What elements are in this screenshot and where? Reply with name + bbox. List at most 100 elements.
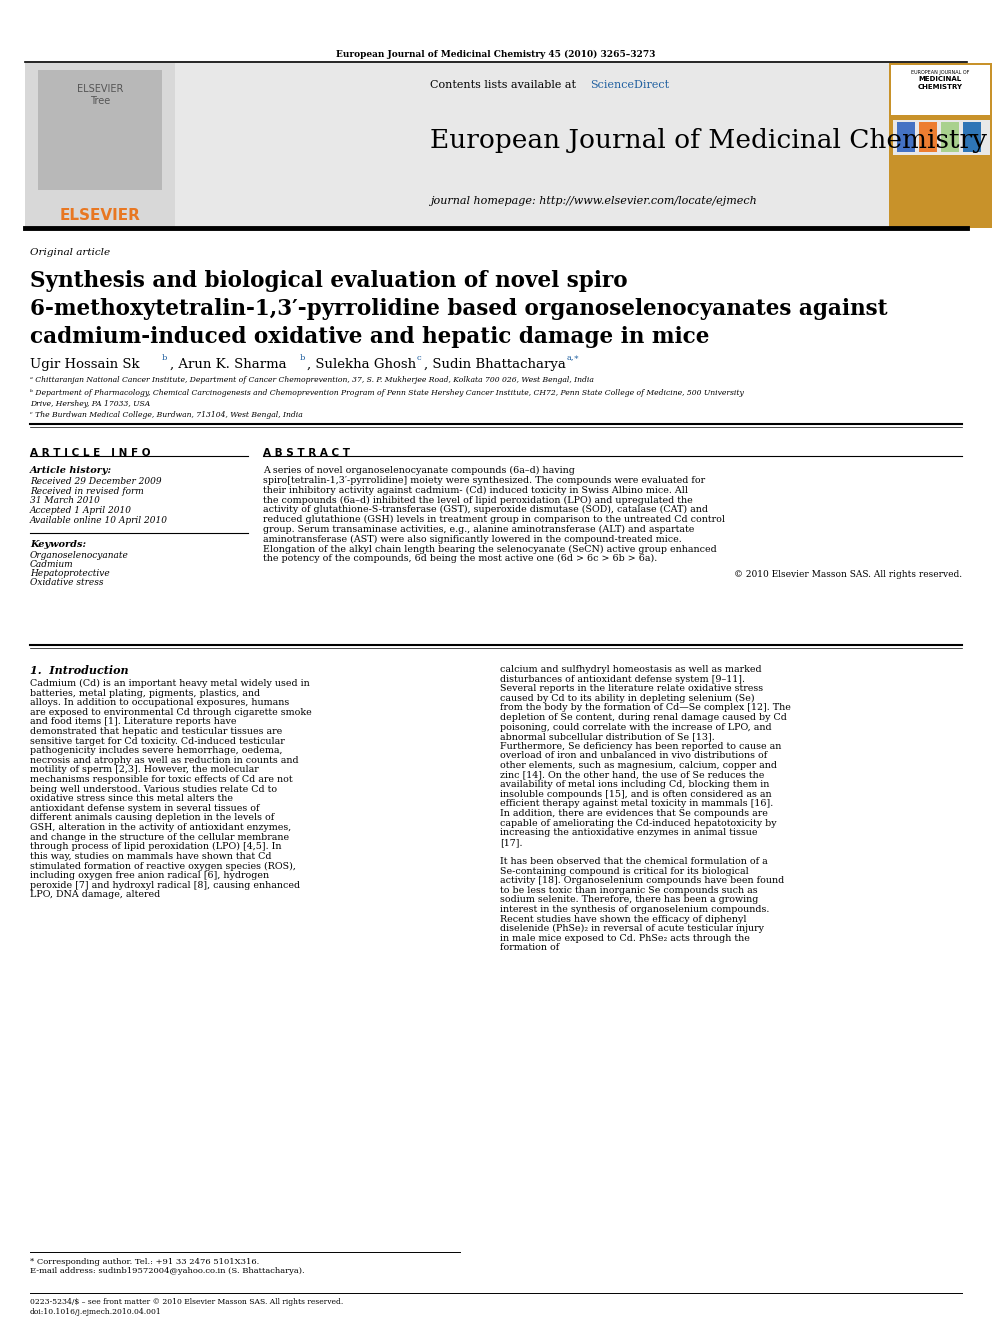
Text: sodium selenite. Therefore, there has been a growing: sodium selenite. Therefore, there has be… [500, 896, 758, 905]
Text: this way, studies on mammals have shown that Cd: this way, studies on mammals have shown … [30, 852, 272, 861]
Text: * Corresponding author. Tel.: +91 33 2476 5101X316.: * Corresponding author. Tel.: +91 33 247… [30, 1258, 259, 1266]
Bar [891, 65, 990, 115]
Text: EUROPEAN JOURNAL OF: EUROPEAN JOURNAL OF [911, 70, 969, 75]
Bar [919, 122, 937, 152]
Text: in male mice exposed to Cd. PhSe₂ acts through the: in male mice exposed to Cd. PhSe₂ acts t… [500, 934, 750, 943]
Text: interest in the synthesis of organoselenium compounds.: interest in the synthesis of organoselen… [500, 905, 770, 914]
Text: insoluble compounds [15], and is often considered as an: insoluble compounds [15], and is often c… [500, 790, 772, 799]
Bar [889, 64, 992, 228]
Text: abnormal subcellular distribution of Se [13].: abnormal subcellular distribution of Se … [500, 732, 715, 741]
Text: their inhibitory activity against cadmium- (Cd) induced toxicity in Swiss Albino: their inhibitory activity against cadmiu… [263, 486, 688, 495]
Text: mechanisms responsible for toxic effects of Cd are not: mechanisms responsible for toxic effects… [30, 775, 293, 785]
Text: , Arun K. Sharma: , Arun K. Sharma [170, 359, 287, 370]
Text: MEDICINAL: MEDICINAL [919, 75, 961, 82]
Text: poisoning, could correlate with the increase of LPO, and: poisoning, could correlate with the incr… [500, 722, 772, 732]
Text: Drive, Hershey, PA 17033, USA: Drive, Hershey, PA 17033, USA [30, 400, 150, 407]
Text: a,∗: a,∗ [567, 355, 580, 363]
Text: 6-methoxytetralin-1,3′-pyrrolidine based organoselenocyanates against: 6-methoxytetralin-1,3′-pyrrolidine based… [30, 298, 888, 320]
Text: Elongation of the alkyl chain length bearing the selenocyanate (SeCN) active gro: Elongation of the alkyl chain length bea… [263, 544, 717, 553]
Bar [963, 122, 981, 152]
Text: are exposed to environmental Cd through cigarette smoke: are exposed to environmental Cd through … [30, 708, 311, 717]
Text: European Journal of Medicinal Chemistry: European Journal of Medicinal Chemistry [430, 128, 987, 153]
Text: Hepatoprotective: Hepatoprotective [30, 569, 110, 578]
Text: other elements, such as magnesium, calcium, copper and: other elements, such as magnesium, calci… [500, 761, 777, 770]
Text: A R T I C L E   I N F O: A R T I C L E I N F O [30, 448, 151, 458]
Text: and change in the structure of the cellular membrane: and change in the structure of the cellu… [30, 832, 289, 841]
Text: alloys. In addition to occupational exposures, humans: alloys. In addition to occupational expo… [30, 699, 290, 708]
Text: formation of: formation of [500, 943, 559, 953]
Text: diselenide (PhSe)₂ in reversal of acute testicular injury: diselenide (PhSe)₂ in reversal of acute … [500, 925, 764, 933]
Text: sensitive target for Cd toxicity. Cd-induced testicular: sensitive target for Cd toxicity. Cd-ind… [30, 737, 285, 746]
Text: to be less toxic than inorganic Se compounds such as: to be less toxic than inorganic Se compo… [500, 886, 758, 894]
Text: b: b [300, 355, 306, 363]
Text: E-mail address: sudinb19572004@yahoo.co.in (S. Bhattacharya).: E-mail address: sudinb19572004@yahoo.co.… [30, 1267, 305, 1275]
Text: A B S T R A C T: A B S T R A C T [263, 448, 350, 458]
Text: Received 29 December 2009: Received 29 December 2009 [30, 478, 162, 486]
Text: being well understood. Various studies relate Cd to: being well understood. Various studies r… [30, 785, 277, 794]
Text: 0223-5234/$ – see front matter © 2010 Elsevier Masson SAS. All rights reserved.: 0223-5234/$ – see front matter © 2010 El… [30, 1298, 343, 1306]
Bar [897, 122, 915, 152]
Text: ᵃ Chittaranjan National Cancer Institute, Department of Cancer Chemoprevention, : ᵃ Chittaranjan National Cancer Institute… [30, 376, 594, 384]
Bar [25, 64, 175, 228]
Text: ELSEVIER
Tree: ELSEVIER Tree [76, 83, 123, 106]
Text: peroxide [7] and hydroxyl radical [8], causing enhanced: peroxide [7] and hydroxyl radical [8], c… [30, 881, 301, 889]
Text: In addition, there are evidences that Se compounds are: In addition, there are evidences that Se… [500, 808, 768, 818]
Text: Original article: Original article [30, 247, 110, 257]
Text: through process of lipid peroxidation (LPO) [4,5]. In: through process of lipid peroxidation (L… [30, 843, 282, 851]
Text: doi:10.1016/j.ejmech.2010.04.001: doi:10.1016/j.ejmech.2010.04.001 [30, 1308, 162, 1316]
Text: Se-containing compound is critical for its biological: Se-containing compound is critical for i… [500, 867, 749, 876]
Bar [25, 64, 889, 228]
Text: depletion of Se content, during renal damage caused by Cd: depletion of Se content, during renal da… [500, 713, 787, 722]
Text: It has been observed that the chemical formulation of a: It has been observed that the chemical f… [500, 857, 768, 867]
Text: capable of ameliorating the Cd-induced hepatotoxicity by: capable of ameliorating the Cd-induced h… [500, 819, 777, 828]
Text: Furthermore, Se deficiency has been reported to cause an: Furthermore, Se deficiency has been repo… [500, 742, 782, 750]
Text: stimulated formation of reactive oxygen species (ROS),: stimulated formation of reactive oxygen … [30, 861, 296, 871]
Text: European Journal of Medicinal Chemistry 45 (2010) 3265–3273: European Journal of Medicinal Chemistry … [336, 50, 656, 60]
Text: necrosis and atrophy as well as reduction in counts and: necrosis and atrophy as well as reductio… [30, 755, 299, 765]
Text: , Sudin Bhattacharya: , Sudin Bhattacharya [424, 359, 565, 370]
Text: Contents lists available at: Contents lists available at [430, 79, 579, 90]
Text: c: c [417, 355, 422, 363]
Text: ᵇ Department of Pharmacology, Chemical Carcinogenesis and Chemoprevention Progra: ᵇ Department of Pharmacology, Chemical C… [30, 389, 744, 397]
Text: availability of metal ions including Cd, blocking them in: availability of metal ions including Cd,… [500, 781, 770, 790]
Text: disturbances of antioxidant defense system [9–11].: disturbances of antioxidant defense syst… [500, 675, 745, 684]
Text: 1.  Introduction: 1. Introduction [30, 665, 129, 676]
Text: group. Serum transaminase activities, e.g., alanine aminotransferase (ALT) and a: group. Serum transaminase activities, e.… [263, 525, 694, 534]
Text: demonstrated that hepatic and testicular tissues are: demonstrated that hepatic and testicular… [30, 728, 283, 736]
Text: Received in revised form: Received in revised form [30, 487, 144, 496]
Text: Cadmium (Cd) is an important heavy metal widely used in: Cadmium (Cd) is an important heavy metal… [30, 679, 310, 688]
Text: reduced glutathione (GSH) levels in treatment group in comparison to the untreat: reduced glutathione (GSH) levels in trea… [263, 515, 725, 524]
Bar [941, 122, 959, 152]
Text: CHEMISTRY: CHEMISTRY [918, 83, 962, 90]
Text: Article history:: Article history: [30, 466, 112, 475]
Text: overload of iron and unbalanced in vivo distributions of: overload of iron and unbalanced in vivo … [500, 751, 767, 761]
Text: Cadmium: Cadmium [30, 560, 73, 569]
Text: caused by Cd to its ability in depleting selenium (Se): caused by Cd to its ability in depleting… [500, 693, 755, 703]
Text: cadmium-induced oxidative and hepatic damage in mice: cadmium-induced oxidative and hepatic da… [30, 325, 709, 348]
Text: activity [18]. Organoselenium compounds have been found: activity [18]. Organoselenium compounds … [500, 876, 785, 885]
Text: increasing the antioxidative enzymes in animal tissue: increasing the antioxidative enzymes in … [500, 828, 758, 837]
Text: the compounds (6a–d) inhibited the level of lipid peroxidation (LPO) and upregul: the compounds (6a–d) inhibited the level… [263, 495, 692, 504]
Text: Synthesis and biological evaluation of novel spiro: Synthesis and biological evaluation of n… [30, 270, 628, 292]
Text: A series of novel organoselenocyanate compounds (6a–d) having: A series of novel organoselenocyanate co… [263, 466, 575, 475]
Text: efficient therapy against metal toxicity in mammals [16].: efficient therapy against metal toxicity… [500, 799, 773, 808]
Text: spiro[tetralin-1,3′-pyrrolidine] moiety were synthesized. The compounds were eva: spiro[tetralin-1,3′-pyrrolidine] moiety … [263, 476, 705, 484]
Text: [17].: [17]. [500, 837, 523, 847]
Text: GSH, alteration in the activity of antioxidant enzymes,: GSH, alteration in the activity of antio… [30, 823, 292, 832]
Text: ᶜ The Burdwan Medical College, Burdwan, 713104, West Bengal, India: ᶜ The Burdwan Medical College, Burdwan, … [30, 411, 303, 419]
Text: batteries, metal plating, pigments, plastics, and: batteries, metal plating, pigments, plas… [30, 688, 260, 697]
Text: antioxidant defense system in several tissues of: antioxidant defense system in several ti… [30, 804, 260, 812]
Text: the potency of the compounds, 6d being the most active one (6d > 6c > 6b > 6a).: the potency of the compounds, 6d being t… [263, 554, 658, 564]
Text: Recent studies have shown the efficacy of diphenyl: Recent studies have shown the efficacy o… [500, 914, 747, 923]
Text: Oxidative stress: Oxidative stress [30, 578, 103, 587]
Bar [38, 70, 162, 191]
Text: zinc [14]. On the other hand, the use of Se reduces the: zinc [14]. On the other hand, the use of… [500, 770, 765, 779]
Text: motility of sperm [2,3]. However, the molecular: motility of sperm [2,3]. However, the mo… [30, 766, 259, 774]
Text: Accepted 1 April 2010: Accepted 1 April 2010 [30, 505, 132, 515]
Text: and food items [1]. Literature reports have: and food items [1]. Literature reports h… [30, 717, 236, 726]
Text: aminotransferase (AST) were also significantly lowered in the compound-treated m: aminotransferase (AST) were also signifi… [263, 534, 682, 544]
Text: 31 March 2010: 31 March 2010 [30, 496, 100, 505]
Text: journal homepage: http://www.elsevier.com/locate/ejmech: journal homepage: http://www.elsevier.co… [430, 196, 757, 206]
Text: ScienceDirect: ScienceDirect [590, 79, 670, 90]
Text: b: b [162, 355, 168, 363]
